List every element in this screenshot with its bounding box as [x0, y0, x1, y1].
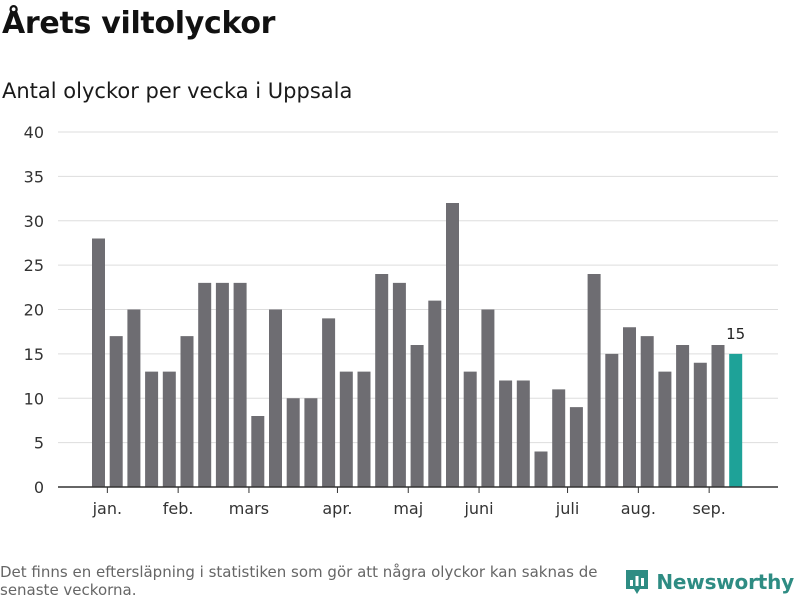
bar: [215, 282, 229, 487]
bar: [428, 300, 442, 487]
x-axis: [58, 486, 778, 493]
newsworthy-logo-icon: [626, 570, 649, 594]
bar: [463, 371, 477, 487]
chart-title: Årets viltolyckor: [2, 6, 276, 41]
x-tick-label: apr.: [322, 499, 352, 518]
bar: [269, 309, 282, 487]
bars: [92, 203, 743, 487]
bar: [145, 371, 159, 487]
bar: [693, 362, 707, 487]
bar: [658, 371, 672, 487]
bar: [375, 274, 389, 487]
bar-highlight: [729, 353, 743, 487]
bar: [251, 416, 265, 487]
bar: [127, 309, 141, 487]
bar: [711, 345, 725, 487]
x-tick-label: juni: [463, 499, 493, 518]
x-axis-tick-labels: jan. feb. mars apr. maj juni juli aug. sep.: [92, 499, 726, 518]
bar: [534, 451, 548, 487]
footnote: Det finns en eftersläpning i statistiken…: [0, 563, 598, 599]
y-tick-label: 20: [24, 301, 44, 320]
x-tick-label: maj: [393, 499, 423, 518]
bar: [410, 345, 424, 487]
bar: [569, 407, 583, 487]
bar: [198, 282, 212, 487]
x-tick-label: aug.: [621, 499, 656, 518]
bar: [322, 318, 336, 487]
y-tick-label: 25: [24, 256, 44, 275]
x-tick-label: sep.: [692, 499, 725, 518]
y-tick-label: 10: [24, 389, 44, 408]
bar: [605, 353, 619, 487]
y-tick-label: 5: [34, 434, 44, 453]
y-tick-label: 40: [24, 123, 44, 142]
chart-subtitle: Antal olyckor per vecka i Uppsala: [2, 79, 353, 103]
x-tick-label: jan.: [92, 499, 122, 518]
x-tick-label: mars: [229, 499, 269, 518]
bar: [357, 371, 371, 487]
bar: [676, 345, 690, 487]
bar: [516, 380, 530, 487]
bar: [339, 371, 353, 487]
annotations: 15: [726, 325, 745, 343]
bar: [233, 282, 247, 487]
brand-logo[interactable]: Newsworthy: [624, 568, 794, 596]
highlight-value-label: 15: [726, 325, 745, 343]
y-tick-label: 30: [24, 212, 44, 231]
bar: [587, 274, 601, 487]
bar: [623, 327, 636, 487]
y-axis-tick-labels: 0 5 10 15 20 25 30 35 40: [24, 123, 44, 497]
brand-name: Newsworthy: [656, 570, 794, 594]
bar: [304, 398, 318, 487]
bar: [286, 398, 300, 487]
y-tick-label: 35: [24, 167, 44, 186]
bar-chart: 0 5 10 15 20 25 30 35 40 jan. feb. mars apr. maj juni…: [24, 123, 778, 518]
bar: [162, 371, 176, 487]
x-tick-label: feb.: [163, 499, 194, 518]
bar: [481, 309, 495, 487]
bar: [109, 336, 123, 487]
x-tick-label: juli: [555, 499, 579, 518]
y-tick-label: 0: [34, 478, 44, 497]
bar: [180, 336, 194, 487]
bar: [499, 380, 513, 487]
y-tick-label: 15: [24, 345, 44, 364]
bar: [552, 389, 566, 487]
bar: [92, 238, 105, 487]
bar: [392, 282, 406, 487]
bar: [446, 203, 459, 487]
bar: [640, 336, 654, 487]
